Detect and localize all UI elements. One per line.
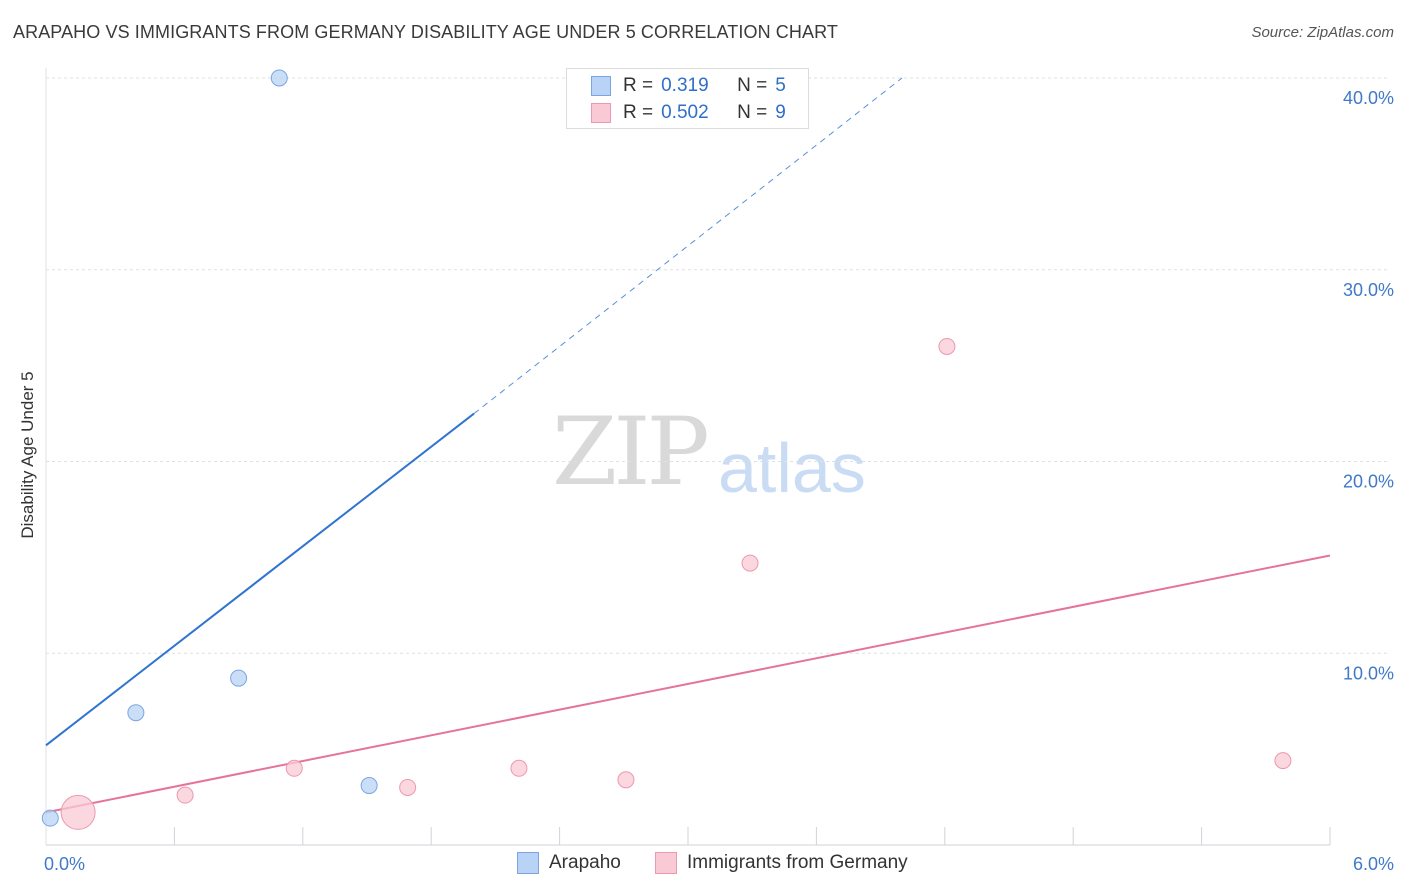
y-tick-label: 30.0% (1343, 280, 1394, 300)
source-label: Source: ZipAtlas.com (1251, 24, 1394, 41)
germany-point (176, 786, 194, 804)
arapaho-point (360, 777, 378, 795)
y-tick-label: 20.0% (1343, 472, 1394, 492)
data-points (41, 69, 1292, 830)
correlation-legend: R = 0.319 N = 5 R = 0.502 N = 9 (566, 68, 809, 129)
germany-point (399, 778, 417, 796)
y-tick-label: 10.0% (1343, 663, 1394, 683)
y-axis-label: Disability Age Under 5 (18, 371, 37, 539)
x-tick-label: 6.0% (1353, 854, 1394, 874)
legend-row-germany: R = 0.502 N = 9 (591, 101, 786, 125)
tick-labels: 10.0% 20.0% 30.0% 40.0% 0.0% 6.0% (44, 88, 1394, 874)
germany-point (1274, 752, 1292, 770)
legend-r-value: 0.502 (661, 102, 709, 123)
legend-r-label: R = (623, 102, 654, 123)
germany-point (285, 759, 303, 777)
legend-n-label: N = (737, 75, 768, 96)
bottom-legend-arapaho: Arapaho (517, 852, 621, 874)
y-tick-label: 40.0% (1343, 88, 1394, 108)
legend-n-value: 9 (775, 102, 786, 123)
legend-n-value: 5 (775, 75, 786, 96)
gridlines (46, 77, 1390, 654)
arapaho-trend-extension (473, 77, 903, 414)
x-tick-label: 0.0% (44, 854, 85, 874)
germany-point (60, 794, 96, 830)
arapaho-point (41, 809, 59, 827)
arapaho-swatch (591, 76, 611, 96)
bottom-legend-germany: Immigrants from Germany (655, 852, 908, 874)
legend-row-arapaho: R = 0.319 N = 5 (591, 74, 786, 98)
germany-point (741, 554, 759, 572)
germany-point (938, 337, 956, 355)
legend-r-value: 0.319 (661, 75, 709, 96)
germany-trend-line (45, 554, 1331, 814)
watermark-zip: ZIP (552, 398, 710, 507)
arapaho-swatch (517, 852, 539, 874)
arapaho-point (127, 704, 145, 722)
trend-lines (45, 77, 1331, 814)
bottom-legend-germany-label: Immigrants from Germany (687, 852, 908, 873)
watermark-atlas: atlas (718, 429, 866, 507)
bottom-legend-arapaho-label: Arapaho (549, 852, 621, 873)
germany-point (617, 771, 635, 789)
arapaho-point (270, 69, 288, 87)
legend-r-label: R = (623, 75, 654, 96)
germany-swatch (591, 103, 611, 123)
germany-swatch (655, 852, 677, 874)
arapaho-point (230, 669, 248, 687)
axes (45, 68, 1331, 846)
chart-title: ARAPAHO VS IMMIGRANTS FROM GERMANY DISAB… (13, 22, 838, 42)
legend-n-label: N = (737, 102, 768, 123)
arapaho-trend-line (45, 412, 475, 747)
germany-point (510, 759, 528, 777)
